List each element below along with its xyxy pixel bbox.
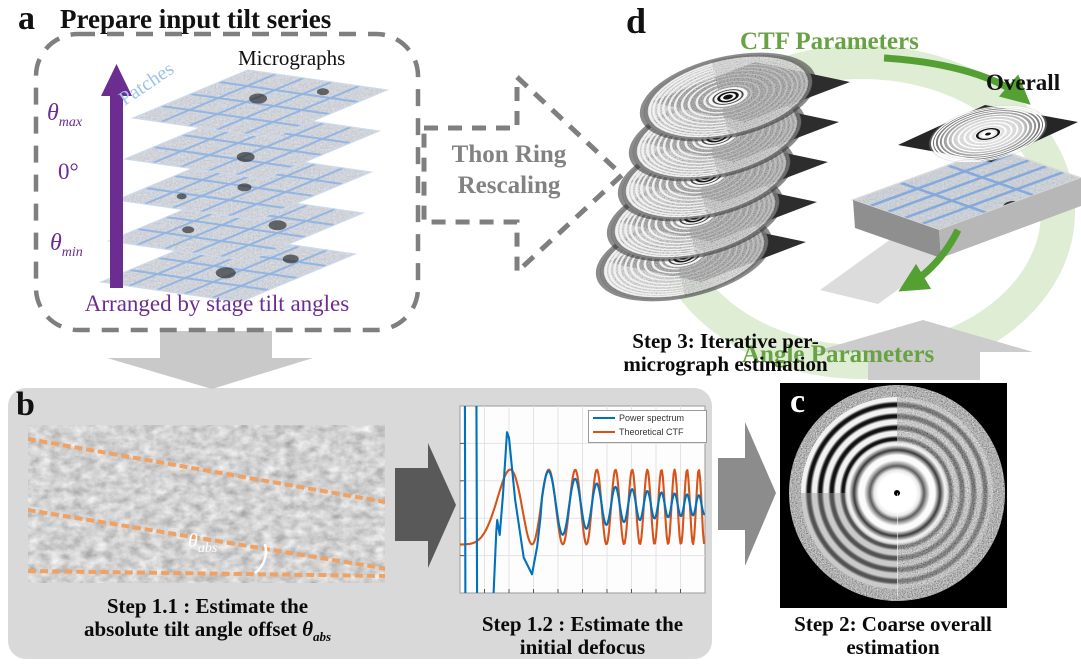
angle-parameters-label: Angle Parameters bbox=[742, 341, 935, 368]
micrograph-stack bbox=[98, 69, 390, 303]
panel-a-dashed-box bbox=[33, 31, 421, 333]
theta-max-label: θmax bbox=[47, 100, 83, 130]
arrow-b-to-plot bbox=[395, 443, 456, 568]
rescaling-arrow-label: Thon Ring Rescaling bbox=[451, 141, 567, 199]
rescaling-dashed-arrow bbox=[421, 71, 626, 278]
panel-a-label: a bbox=[18, 0, 35, 37]
power-spectrum-swatch bbox=[593, 417, 615, 419]
arranged-label: Arranged by stage tilt angles bbox=[84, 291, 350, 316]
step11-caption: Step 1.1 : Estimate the absolute tilt an… bbox=[83, 594, 332, 645]
panel-a-title: Prepare input tilt series bbox=[60, 4, 332, 34]
tilted-micrograph-image: θabs bbox=[28, 425, 385, 583]
legend-entry-theoretical-ctf: Theoretical CTF bbox=[589, 425, 706, 439]
overall-label: Overall bbox=[986, 70, 1061, 95]
panel-b-label: b bbox=[16, 386, 35, 423]
coarse-estimation-image: c bbox=[780, 383, 1007, 608]
arrow-plot-to-c bbox=[718, 422, 776, 566]
micrographs-label: Micrographs bbox=[238, 46, 346, 70]
arrow-a-to-b bbox=[107, 331, 313, 389]
arrow-c-to-d bbox=[813, 320, 1033, 380]
theoretical-ctf-swatch bbox=[593, 431, 615, 433]
legend-entry-power-spectrum: Power spectrum bbox=[589, 411, 706, 425]
ctf-parameters-arrow bbox=[883, 54, 1031, 105]
theta-min-label: θmin bbox=[50, 230, 83, 260]
panel-d-label: d bbox=[626, 1, 647, 41]
angle-parameters-arrow bbox=[898, 228, 962, 292]
micrograph-noise bbox=[28, 425, 385, 583]
ctf-parameters-label: CTF Parameters bbox=[740, 28, 919, 55]
panel-c-label: c bbox=[790, 383, 806, 420]
thon-ring-stack bbox=[591, 39, 850, 315]
theta-abs-annotation: θabs bbox=[188, 530, 218, 556]
quadrant-seam bbox=[897, 493, 898, 596]
plot-legend: Power spectrum Theoretical CTF bbox=[588, 410, 707, 443]
zero-tilt-label: 0° bbox=[58, 159, 79, 184]
tilt-axis-arrow bbox=[101, 64, 132, 288]
step3-caption: Step 3: Iterative per- micrograph estima… bbox=[623, 329, 828, 376]
angle-arc bbox=[254, 543, 268, 575]
step2-caption: Step 2: Coarse overall estimation bbox=[794, 612, 992, 659]
step12-caption: Step 1.2 : Estimate the initial defocus bbox=[481, 612, 684, 659]
